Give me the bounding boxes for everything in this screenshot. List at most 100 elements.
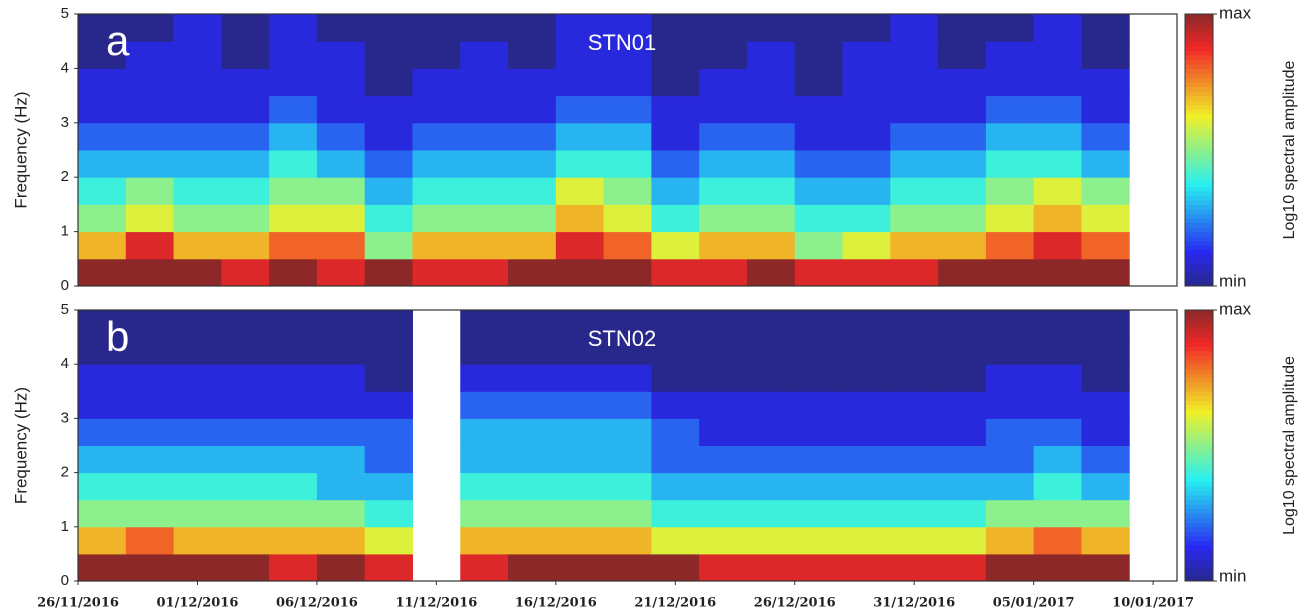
heatmap-cell [221, 14, 270, 42]
heatmap-cell [508, 391, 557, 419]
heatmap-cell [221, 418, 270, 446]
heatmap-cell [842, 337, 891, 365]
heatmap-cell [938, 150, 987, 178]
heatmap-cell [221, 231, 270, 260]
colorbar-segment [1185, 355, 1213, 361]
heatmap-cell [412, 177, 461, 205]
colorbar-segment [1185, 245, 1213, 251]
colorbar-segment [1185, 558, 1213, 564]
heatmap-cell [651, 122, 700, 151]
heatmap-cell [603, 553, 652, 581]
heatmap-cell [842, 122, 891, 151]
colorbar-segment [1185, 27, 1213, 33]
heatmap-cell [1033, 177, 1082, 205]
heatmap-cell [699, 177, 748, 205]
heatmap-cell [985, 526, 1035, 555]
colorbar-segment [1185, 208, 1213, 214]
colorbar-segment [1185, 391, 1213, 397]
heatmap-cell [890, 472, 939, 501]
heatmap-cell [269, 204, 318, 233]
heatmap-cell [364, 41, 413, 69]
heatmap-cell [173, 204, 222, 233]
heatmap-cell [460, 472, 509, 501]
heatmap-cell [316, 310, 366, 338]
colorbar-frame [1184, 309, 1214, 582]
heatmap-cell [746, 68, 796, 97]
heatmap-cell [78, 231, 127, 260]
heatmap-cell [842, 177, 891, 205]
colorbar-segment [1185, 422, 1213, 428]
colorbar-segment [1185, 382, 1213, 388]
colorbar-segment [1185, 263, 1213, 269]
heatmap-cell [890, 391, 939, 419]
colorbar-segment [1185, 504, 1213, 510]
heatmap-cell [794, 364, 844, 392]
heatmap-cell [555, 122, 605, 151]
heatmap-cell [460, 231, 509, 260]
heatmap-cell [221, 526, 270, 555]
heatmap-cell [1033, 526, 1082, 555]
heatmap-cell [269, 472, 318, 501]
y-tick-label: 3 [61, 114, 69, 131]
heatmap-cell [508, 122, 557, 151]
heatmap-cell [269, 95, 318, 124]
x-tick-label: 01/12/2016 [157, 596, 239, 611]
heatmap-cell [460, 258, 509, 286]
heatmap-cell [842, 258, 891, 286]
heatmap-cell [985, 310, 1035, 338]
colorbar-segment [1185, 181, 1213, 187]
colorbar-segment [1185, 522, 1213, 528]
heatmap-cell [364, 391, 413, 419]
x-tick-label: 16/12/2016 [515, 596, 597, 611]
heatmap-cell [125, 231, 175, 260]
colorbar-segment [1185, 127, 1213, 133]
heatmap-cell [78, 258, 127, 286]
heatmap-cell [938, 122, 987, 151]
colorbar-segment [1185, 544, 1213, 550]
heatmap-cell [269, 553, 318, 581]
heatmap-cell [555, 95, 605, 124]
heatmap-cell [1081, 231, 1130, 260]
heatmap-cell [555, 472, 605, 501]
colorbar-segment [1185, 359, 1213, 365]
heatmap-cell [985, 150, 1035, 178]
colorbar-frame [1184, 13, 1214, 287]
heatmap-cell [221, 41, 270, 69]
heatmap-cell [125, 177, 175, 205]
heatmap-cell [1081, 41, 1130, 69]
heatmap-cell [890, 418, 939, 446]
heatmap-cell [221, 337, 270, 365]
colorbar-tick-label: max [1219, 3, 1252, 22]
heatmap-cell [603, 177, 652, 205]
y-tick-label: 2 [61, 168, 69, 185]
heatmap-cell [316, 177, 366, 205]
heatmap-cell [508, 472, 557, 501]
heatmap-cell [1081, 258, 1130, 286]
heatmap-cell [364, 150, 413, 178]
heatmap-cell [985, 418, 1035, 446]
heatmap-cell [603, 231, 652, 260]
heatmap-cell [460, 95, 509, 124]
x-tick-label: 31/12/2016 [873, 596, 955, 611]
heatmap-cell [699, 95, 748, 124]
heatmap-cell [316, 68, 366, 97]
heatmap-cell [985, 231, 1035, 260]
heatmap-cell [603, 445, 652, 474]
colorbar-segment [1185, 104, 1213, 110]
heatmap-cell [460, 204, 509, 233]
heatmap-cell [125, 150, 175, 178]
heatmap-cell [173, 364, 222, 392]
heatmap-cell [221, 258, 270, 286]
heatmap-cell [316, 150, 366, 178]
heatmap-cell [125, 14, 175, 42]
heatmap-cell [699, 150, 748, 178]
heatmap-cell [364, 177, 413, 205]
heatmap-cell [938, 204, 987, 233]
heatmap-cell [890, 499, 939, 528]
colorbar-segment [1185, 553, 1213, 559]
heatmap-cell [890, 122, 939, 151]
heatmap-cell [1081, 204, 1130, 233]
heatmap-cell [78, 337, 127, 365]
heatmap-cell [364, 231, 413, 260]
heatmap-cell [603, 337, 652, 365]
